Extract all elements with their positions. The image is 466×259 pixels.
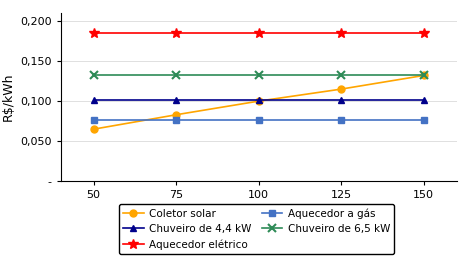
Aquecedor elétrico [173,31,179,34]
Aquecedor a gás [91,118,96,121]
Aquecedor elétrico [421,31,426,34]
Coletor solar [256,99,261,103]
Coletor solar [421,74,426,77]
Legend: Coletor solar, Chuveiro de 4,4 kW, Aquecedor elétrico, Aquecedor a gás, Chuveiro: Coletor solar, Chuveiro de 4,4 kW, Aquec… [118,204,394,254]
Chuveiro de 6,5 kW [338,73,344,76]
Line: Aquecedor elétrico: Aquecedor elétrico [89,28,429,38]
Line: Chuveiro de 4,4 kW: Chuveiro de 4,4 kW [90,97,427,104]
Coletor solar [91,128,96,131]
Chuveiro de 6,5 kW [91,73,96,76]
Chuveiro de 4,4 kW [173,99,179,102]
Aquecedor elétrico [256,31,261,34]
Chuveiro de 4,4 kW [91,99,96,102]
Chuveiro de 4,4 kW [256,99,261,102]
Y-axis label: R$/kWh: R$/kWh [1,73,14,121]
Aquecedor a gás [421,118,426,121]
Chuveiro de 4,4 kW [338,99,344,102]
Aquecedor a gás [173,118,179,121]
Coletor solar [173,113,179,116]
Chuveiro de 4,4 kW [421,99,426,102]
Line: Coletor solar: Coletor solar [90,72,427,133]
Line: Chuveiro de 6,5 kW: Chuveiro de 6,5 kW [89,70,428,79]
Aquecedor a gás [338,118,344,121]
Line: Aquecedor a gás: Aquecedor a gás [90,116,427,123]
Coletor solar [338,88,344,91]
Aquecedor elétrico [338,31,344,34]
Chuveiro de 6,5 kW [173,73,179,76]
Chuveiro de 6,5 kW [421,73,426,76]
Chuveiro de 6,5 kW [256,73,261,76]
X-axis label: Custo do coletor solar (%): Custo do coletor solar (%) [167,206,350,219]
Aquecedor elétrico [91,31,96,34]
Aquecedor a gás [256,118,261,121]
